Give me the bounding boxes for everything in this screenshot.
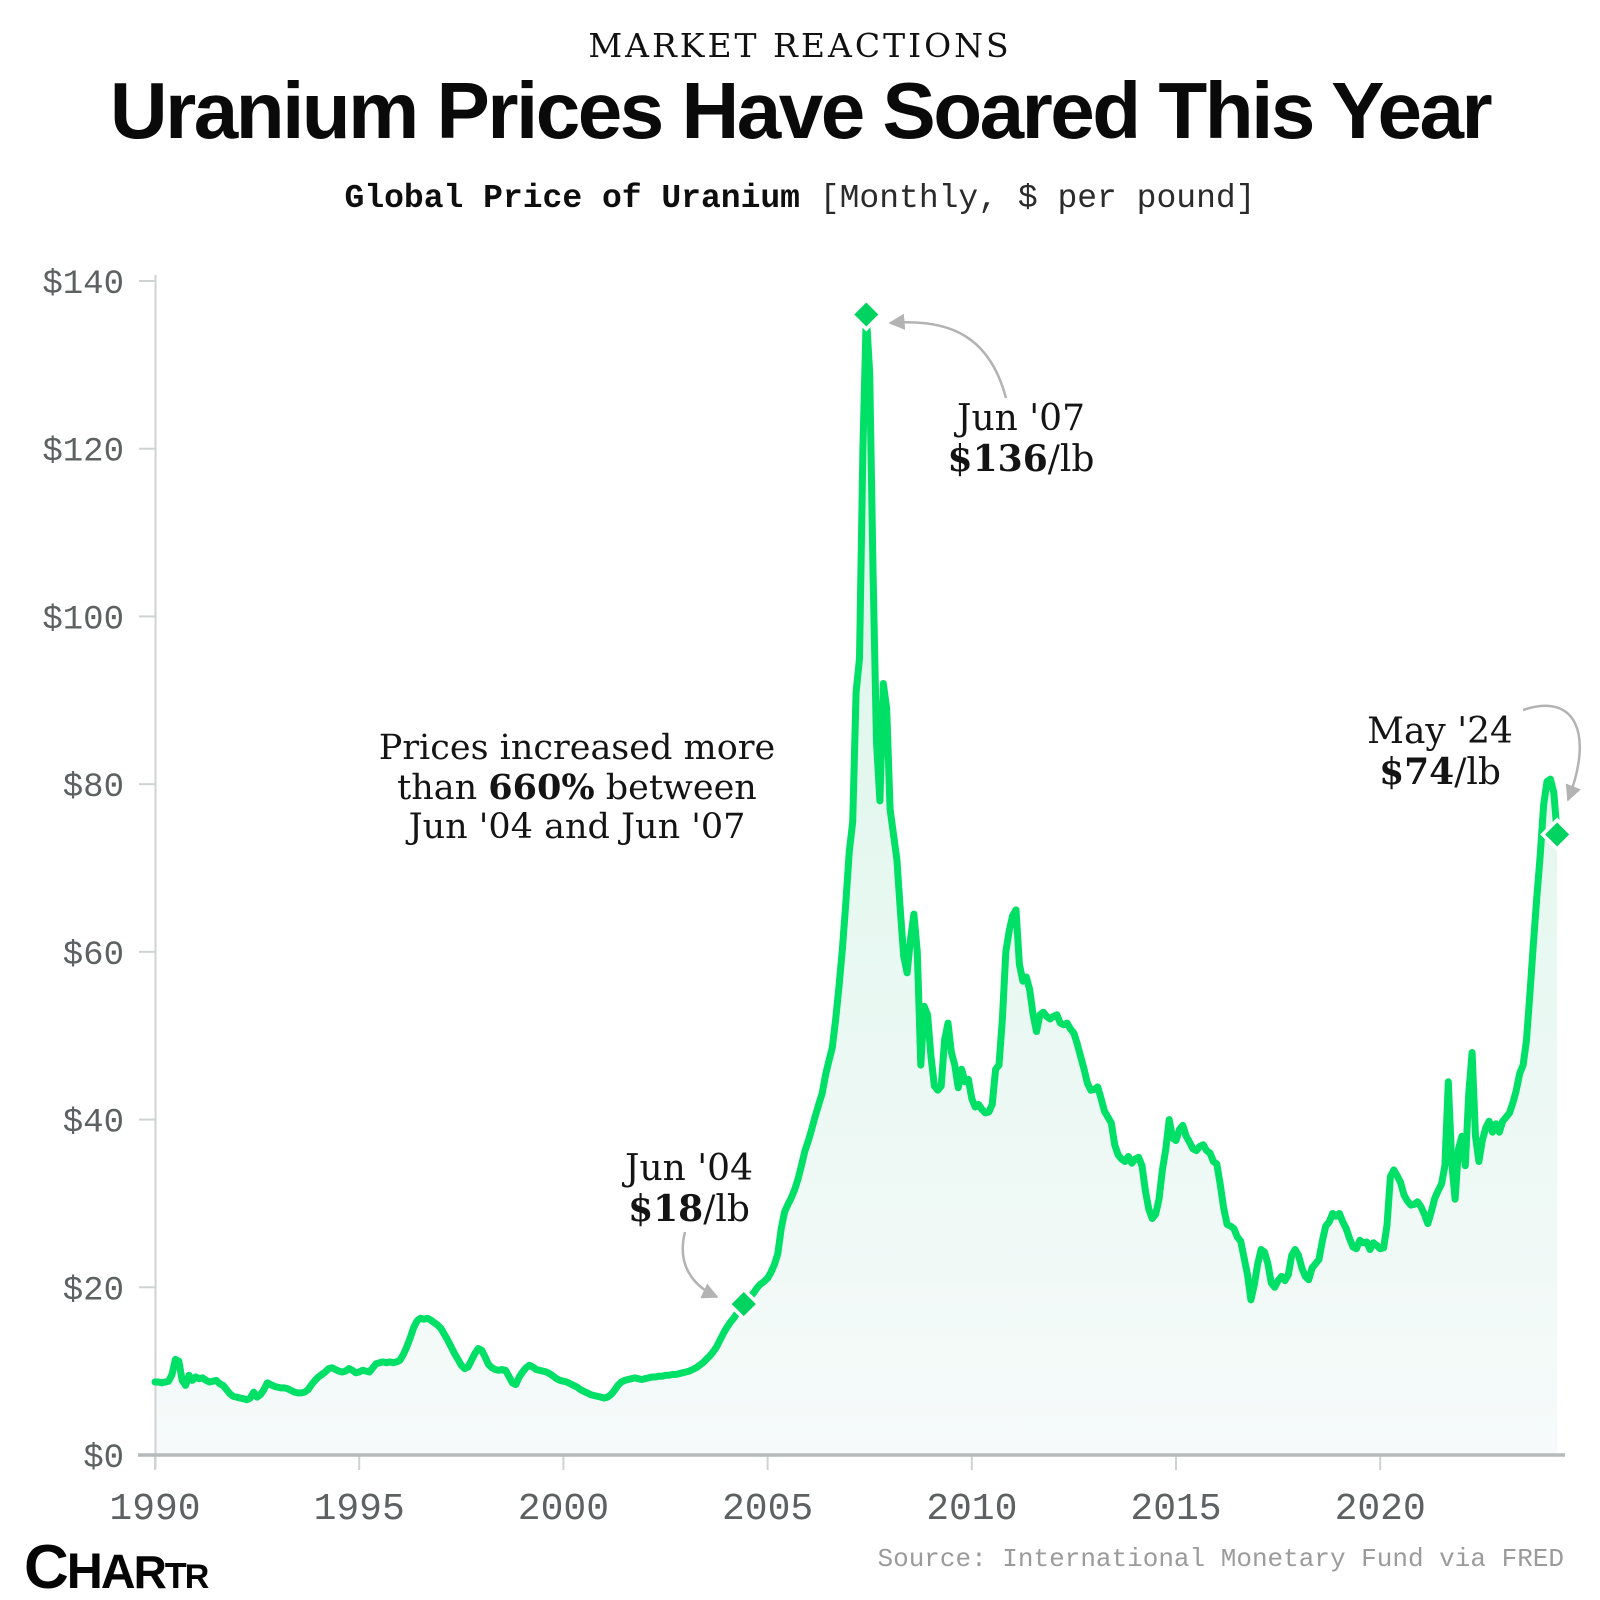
y-tick-label: $60	[63, 937, 124, 975]
x-tick-label: 2010	[926, 1488, 1017, 1531]
note-line-3: Jun '04 and Jun '07	[408, 807, 746, 847]
y-tick-label: $40	[63, 1105, 124, 1143]
logo-letter: C	[24, 1533, 69, 1600]
callout-jun-07: Jun '07 $136/lb	[948, 398, 1095, 480]
page-title: Uranium Prices Have Soared This Year	[109, 66, 1493, 155]
data-marker-jun04	[726, 1287, 761, 1322]
kicker: MARKET REACTIONS	[588, 26, 1012, 65]
logo-letter: A	[100, 1546, 136, 1599]
source-credit: Source: International Monetary Fund via …	[877, 1544, 1564, 1574]
y-tick-label: $20	[63, 1272, 124, 1310]
series-area	[155, 314, 1558, 1455]
logo-letter: R	[184, 1558, 210, 1596]
x-tick-label: 2020	[1335, 1488, 1426, 1531]
series-line	[151, 311, 1561, 1404]
x-tick-label: 1990	[109, 1488, 200, 1531]
y-tick-label: $100	[42, 601, 124, 639]
note-line-1: Prices increased more	[378, 728, 776, 768]
x-tick-label: 1995	[314, 1488, 405, 1531]
chart-subtitle: Global Price of Uranium [Monthly, $ per …	[0, 180, 1600, 217]
callout-value: $74/lb	[1379, 751, 1501, 794]
callout-value: $18/lb	[628, 1188, 750, 1231]
y-tick-label: $80	[63, 769, 124, 807]
x-tick-label: 2015	[1130, 1488, 1221, 1531]
callout-may-24: May '24 $74/lb	[1367, 711, 1513, 793]
subtitle-series-name: Global Price of Uranium	[344, 180, 800, 217]
callout-date: Jun '07	[957, 398, 1085, 439]
y-tick-label: $140	[42, 266, 124, 304]
logo-letter: T	[164, 1555, 187, 1596]
subtitle-units: [Monthly, $ per pound]	[800, 180, 1256, 217]
callout-arrow-jun07	[888, 313, 1008, 399]
note-line-2: than 660% between	[397, 767, 757, 808]
chartr-logo: C H A R T R	[24, 1532, 210, 1600]
callout-jun-04: Jun '04 $18/lb	[625, 1148, 753, 1230]
callout-arrow-jun04	[681, 1231, 719, 1299]
callout-date: May '24	[1367, 711, 1513, 752]
y-tick-label: $120	[42, 434, 124, 472]
x-tick-label: 2005	[722, 1488, 813, 1531]
data-marker-may24	[1540, 817, 1575, 852]
x-tick-label: 2000	[518, 1488, 609, 1531]
y-tick-label: $0	[83, 1440, 124, 1478]
callout-value: $136/lb	[947, 438, 1095, 481]
callout-date: Jun '04	[625, 1148, 753, 1189]
logo-letter: H	[66, 1543, 103, 1599]
increase-note: Prices increased more than 660% between …	[379, 729, 775, 847]
callout-arrow-may24	[1522, 704, 1581, 802]
data-marker-jun07	[849, 297, 884, 332]
logo-letter: R	[133, 1546, 167, 1598]
